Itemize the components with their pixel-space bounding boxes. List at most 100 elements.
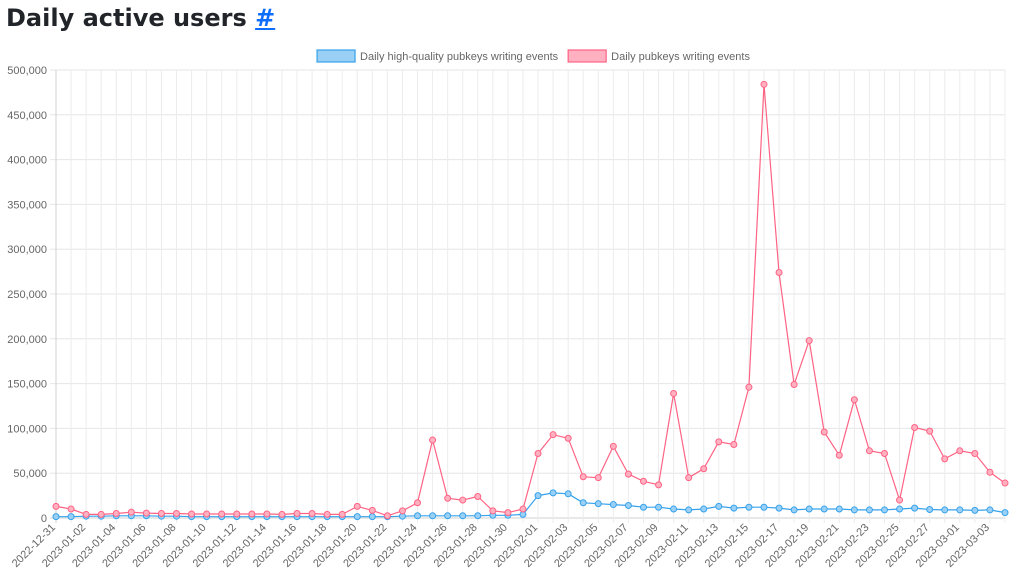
y-tick-label: 350,000 xyxy=(7,199,47,211)
series-line xyxy=(55,83,1006,517)
y-tick-label: 100,000 xyxy=(7,423,47,435)
data-point xyxy=(353,502,361,510)
data-point xyxy=(880,506,888,514)
data-point xyxy=(308,510,316,518)
data-point xyxy=(579,473,587,481)
data-point xyxy=(986,506,994,514)
y-tick-label: 300,000 xyxy=(7,244,47,256)
data-point xyxy=(865,506,873,514)
data-point xyxy=(956,447,964,455)
data-point xyxy=(715,438,723,446)
y-tick-label: 0 xyxy=(41,513,47,525)
data-point xyxy=(414,512,422,520)
data-point xyxy=(459,496,467,504)
page-title-text: Daily active users xyxy=(6,4,247,32)
data-point xyxy=(880,449,888,457)
data-point xyxy=(173,510,181,518)
data-point xyxy=(248,510,256,518)
data-point xyxy=(188,510,196,518)
data-point xyxy=(52,502,60,510)
legend-item: Daily pubkeys writing events xyxy=(567,49,750,63)
data-point xyxy=(655,481,663,489)
data-point xyxy=(670,505,678,513)
data-point xyxy=(926,427,934,435)
data-point xyxy=(218,510,226,518)
series-0 xyxy=(52,489,1009,521)
data-point xyxy=(429,512,437,520)
data-point xyxy=(700,465,708,473)
data-point xyxy=(142,509,150,517)
page-anchor-link[interactable]: # xyxy=(255,4,276,32)
data-point xyxy=(1001,509,1009,517)
data-point xyxy=(549,489,557,497)
data-point xyxy=(685,506,693,514)
data-point xyxy=(760,80,768,88)
data-point xyxy=(594,500,602,508)
data-point xyxy=(835,451,843,459)
data-point xyxy=(624,501,632,509)
data-point xyxy=(398,507,406,515)
data-point xyxy=(926,505,934,513)
y-tick-label: 50,000 xyxy=(13,468,47,480)
legend-label: Daily pubkeys writing events xyxy=(611,51,750,63)
data-point xyxy=(519,505,527,513)
data-point xyxy=(745,503,753,511)
legend-label: Daily high-quality pubkeys writing event… xyxy=(360,51,559,63)
data-point xyxy=(157,510,165,518)
data-point xyxy=(67,513,75,521)
data-point xyxy=(444,512,452,520)
data-point xyxy=(474,512,482,520)
data-point xyxy=(835,505,843,513)
data-point xyxy=(639,477,647,485)
data-point xyxy=(790,380,798,388)
data-point xyxy=(534,449,542,457)
data-point xyxy=(971,449,979,457)
data-point xyxy=(911,504,919,512)
data-point xyxy=(534,492,542,500)
data-point xyxy=(850,506,858,514)
legend-swatch xyxy=(316,49,356,63)
data-point xyxy=(293,510,301,518)
data-point xyxy=(624,470,632,478)
data-point xyxy=(941,506,949,514)
data-point xyxy=(775,268,783,276)
data-point xyxy=(67,505,75,513)
data-point xyxy=(986,468,994,476)
data-point xyxy=(579,499,587,507)
data-point xyxy=(278,510,286,518)
data-point xyxy=(429,436,437,444)
data-point xyxy=(82,510,90,518)
data-point xyxy=(685,474,693,482)
data-point xyxy=(368,513,376,521)
data-point xyxy=(820,505,828,513)
data-point xyxy=(233,510,241,518)
data-point xyxy=(745,383,753,391)
data-point xyxy=(805,505,813,513)
data-point xyxy=(323,510,331,518)
data-point xyxy=(971,506,979,514)
data-point xyxy=(489,507,497,515)
data-point xyxy=(896,505,904,513)
page-title: Daily active users # xyxy=(6,4,275,32)
data-point xyxy=(609,501,617,509)
series-line xyxy=(56,492,1006,518)
y-tick-label: 400,000 xyxy=(7,155,47,167)
data-point xyxy=(414,499,422,507)
data-point xyxy=(594,474,602,482)
data-point xyxy=(639,503,647,511)
data-point xyxy=(564,490,572,498)
data-point xyxy=(504,509,512,517)
data-point xyxy=(564,434,572,442)
data-point xyxy=(805,337,813,345)
data-point xyxy=(850,396,858,404)
data-point xyxy=(730,504,738,512)
legend: Daily high-quality pubkeys writing event… xyxy=(316,49,750,63)
data-point xyxy=(775,504,783,512)
data-point xyxy=(730,441,738,449)
y-tick-label: 250,000 xyxy=(7,289,47,301)
data-point xyxy=(941,455,949,463)
data-point xyxy=(715,502,723,510)
data-point xyxy=(956,506,964,514)
data-point xyxy=(790,506,798,514)
data-point xyxy=(760,503,768,511)
